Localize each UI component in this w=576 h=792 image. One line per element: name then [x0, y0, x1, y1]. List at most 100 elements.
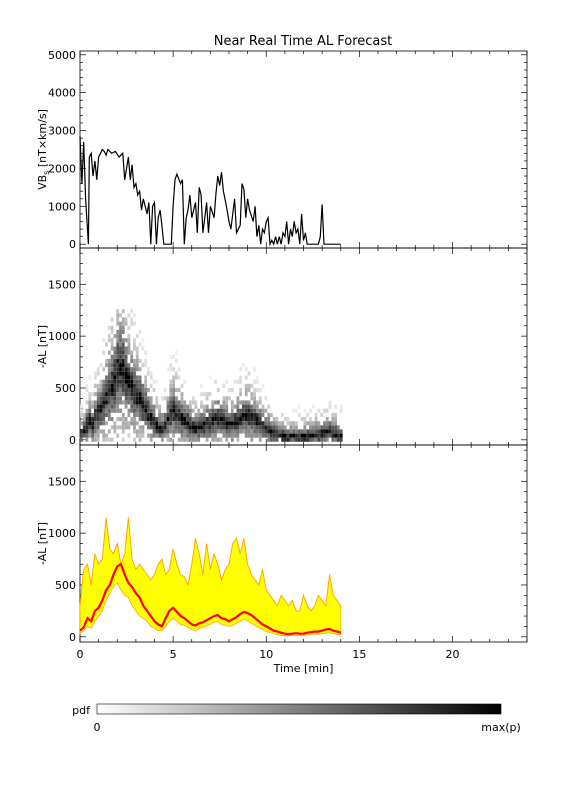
heatmap-cell	[250, 408, 254, 413]
heatmap-cell	[325, 408, 329, 413]
heatmap-cell	[166, 400, 170, 405]
heatmap-cell	[194, 417, 198, 422]
heatmap-cell	[228, 388, 231, 393]
heatmap-cell	[205, 417, 209, 422]
heatmap-cell	[325, 417, 329, 422]
heatmap-cell	[303, 417, 307, 422]
heatmap-cell	[152, 429, 156, 434]
heatmap-cell	[222, 417, 226, 422]
heatmap-cell	[107, 408, 111, 413]
heatmap-cell	[261, 421, 265, 426]
heatmap-cell	[275, 425, 279, 430]
heatmap-cell	[180, 421, 184, 426]
heatmap-cell	[110, 367, 114, 372]
heatmap-cell	[133, 371, 136, 376]
heatmap-cell	[166, 421, 170, 426]
heatmap-cell	[130, 358, 134, 363]
heatmap-cell	[96, 371, 100, 376]
heatmap-cell	[309, 429, 312, 434]
heatmap-cell	[236, 421, 240, 426]
heatmap-cell	[239, 417, 242, 422]
heatmap-cell	[107, 404, 111, 409]
heatmap-cell	[194, 429, 198, 434]
heatmap-cell	[264, 425, 268, 430]
heatmap-cell	[230, 433, 234, 438]
heatmap-cell	[183, 417, 187, 422]
heatmap-cell	[133, 396, 136, 401]
heatmap-cell	[102, 408, 106, 413]
heatmap-cell	[107, 400, 111, 405]
heatmap-cell	[228, 421, 231, 426]
heatmap-cell	[133, 358, 136, 363]
heatmap-cell	[228, 425, 231, 430]
heatmap-cell	[158, 412, 161, 417]
heatmap-cell	[110, 338, 114, 343]
heatmap-cell	[208, 433, 212, 438]
heatmap-cell	[158, 433, 161, 438]
heatmap-cell	[107, 437, 111, 442]
heatmap-cell	[138, 379, 142, 384]
heatmap-cell	[211, 408, 215, 413]
heatmap-cell	[236, 408, 240, 413]
heatmap-cell	[135, 392, 139, 397]
heatmap-cell	[300, 429, 304, 434]
heatmap-cell	[306, 437, 310, 442]
heatmap-cell	[228, 396, 231, 401]
heatmap-cell	[289, 433, 293, 438]
heatmap-cell	[144, 379, 148, 384]
heatmap-cell	[121, 342, 125, 347]
heatmap-cell	[202, 392, 206, 397]
heatmap-cell	[80, 433, 83, 438]
heatmap-cell	[180, 408, 184, 413]
heatmap-cell	[177, 421, 181, 426]
heatmap-cell	[328, 404, 332, 409]
heatmap-cell	[127, 367, 131, 372]
heatmap-cell	[208, 417, 212, 422]
heatmap-cell	[130, 350, 134, 355]
heatmap-cell	[91, 437, 94, 442]
heatmap-cell	[191, 396, 195, 401]
heatmap-cell	[272, 425, 276, 430]
heatmap-cell	[96, 388, 100, 393]
heatmap-cell	[172, 421, 175, 426]
heatmap-cell	[94, 421, 97, 426]
heatmap-cell	[258, 400, 262, 405]
heatmap-cell	[82, 421, 86, 426]
heatmap-cell	[82, 412, 86, 417]
heatmap-cell	[175, 408, 178, 413]
heatmap-cell	[96, 408, 100, 413]
heatmap-cell	[292, 425, 296, 430]
heatmap-cell	[116, 404, 120, 409]
heatmap-cell	[88, 425, 92, 430]
heatmap-cell	[166, 408, 170, 413]
heatmap-cell	[180, 433, 184, 438]
heatmap-cell	[102, 392, 106, 397]
heatmap-cell	[256, 400, 259, 405]
heatmap-cell	[94, 417, 97, 422]
heatmap-cell	[236, 396, 240, 401]
y-tick-label: 0	[69, 631, 76, 644]
heatmap-cell	[177, 437, 181, 442]
heatmap-cell	[194, 412, 198, 417]
heatmap-cell	[121, 421, 125, 426]
heatmap-cell	[127, 400, 131, 405]
heatmap-cell	[177, 367, 181, 372]
heatmap-cell	[141, 417, 145, 422]
heatmap-cell	[138, 358, 142, 363]
heatmap-cell	[113, 388, 117, 393]
heatmap-cell	[147, 433, 150, 438]
heatmap-cell	[124, 371, 128, 376]
heatmap-cell	[239, 379, 242, 384]
heatmap-cell	[107, 363, 111, 368]
heatmap-cell	[121, 325, 125, 330]
heatmap-cell	[119, 334, 122, 339]
heatmap-cell	[105, 383, 108, 388]
heatmap-cell	[152, 404, 156, 409]
heatmap-cell	[99, 417, 103, 422]
heatmap-cell	[177, 404, 181, 409]
heatmap-cell	[169, 379, 173, 384]
heatmap-cell	[138, 437, 142, 442]
heatmap-cell	[219, 425, 223, 430]
heatmap-cell	[107, 367, 111, 372]
heatmap-cell	[116, 317, 120, 322]
